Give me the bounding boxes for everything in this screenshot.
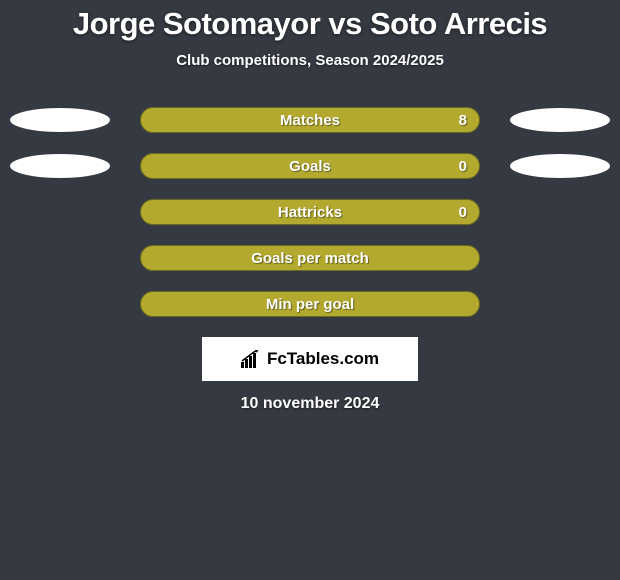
stat-bar-value: 0	[459, 200, 467, 224]
stat-row: Matches 8	[0, 107, 620, 133]
stat-row: Goals 0	[0, 153, 620, 179]
stat-bar-label: Hattricks	[141, 200, 479, 224]
stat-row: Min per goal	[0, 291, 620, 317]
brand-logo-box: FcTables.com	[202, 337, 418, 381]
left-marker-ellipse	[10, 108, 110, 132]
stat-bar-label: Goals per match	[141, 246, 479, 270]
stat-row: Goals per match	[0, 245, 620, 271]
stat-bar-value: 8	[459, 108, 467, 132]
left-marker-ellipse	[10, 154, 110, 178]
right-marker-ellipse	[510, 154, 610, 178]
stat-bar: Goals 0	[140, 153, 480, 179]
right-marker-ellipse	[510, 108, 610, 132]
stat-bar-value: 0	[459, 154, 467, 178]
stat-bar: Hattricks 0	[140, 199, 480, 225]
date-label: 10 november 2024	[0, 395, 620, 413]
brand-logo-text: FcTables.com	[267, 349, 379, 369]
stat-bar-label: Goals	[141, 154, 479, 178]
stat-bar: Min per goal	[140, 291, 480, 317]
page-title: Jorge Sotomayor vs Soto Arrecis	[0, 6, 620, 42]
bar-chart-icon	[241, 350, 263, 368]
stat-bar: Matches 8	[140, 107, 480, 133]
comparison-infographic: Jorge Sotomayor vs Soto Arrecis Club com…	[0, 0, 620, 580]
stat-bar-label: Min per goal	[141, 292, 479, 316]
stat-bar: Goals per match	[140, 245, 480, 271]
page-subtitle: Club competitions, Season 2024/2025	[0, 52, 620, 69]
stat-row: Hattricks 0	[0, 199, 620, 225]
stat-rows: Matches 8 Goals 0 Hattricks 0	[0, 107, 620, 317]
stat-bar-label: Matches	[141, 108, 479, 132]
brand-logo: FcTables.com	[241, 349, 379, 369]
